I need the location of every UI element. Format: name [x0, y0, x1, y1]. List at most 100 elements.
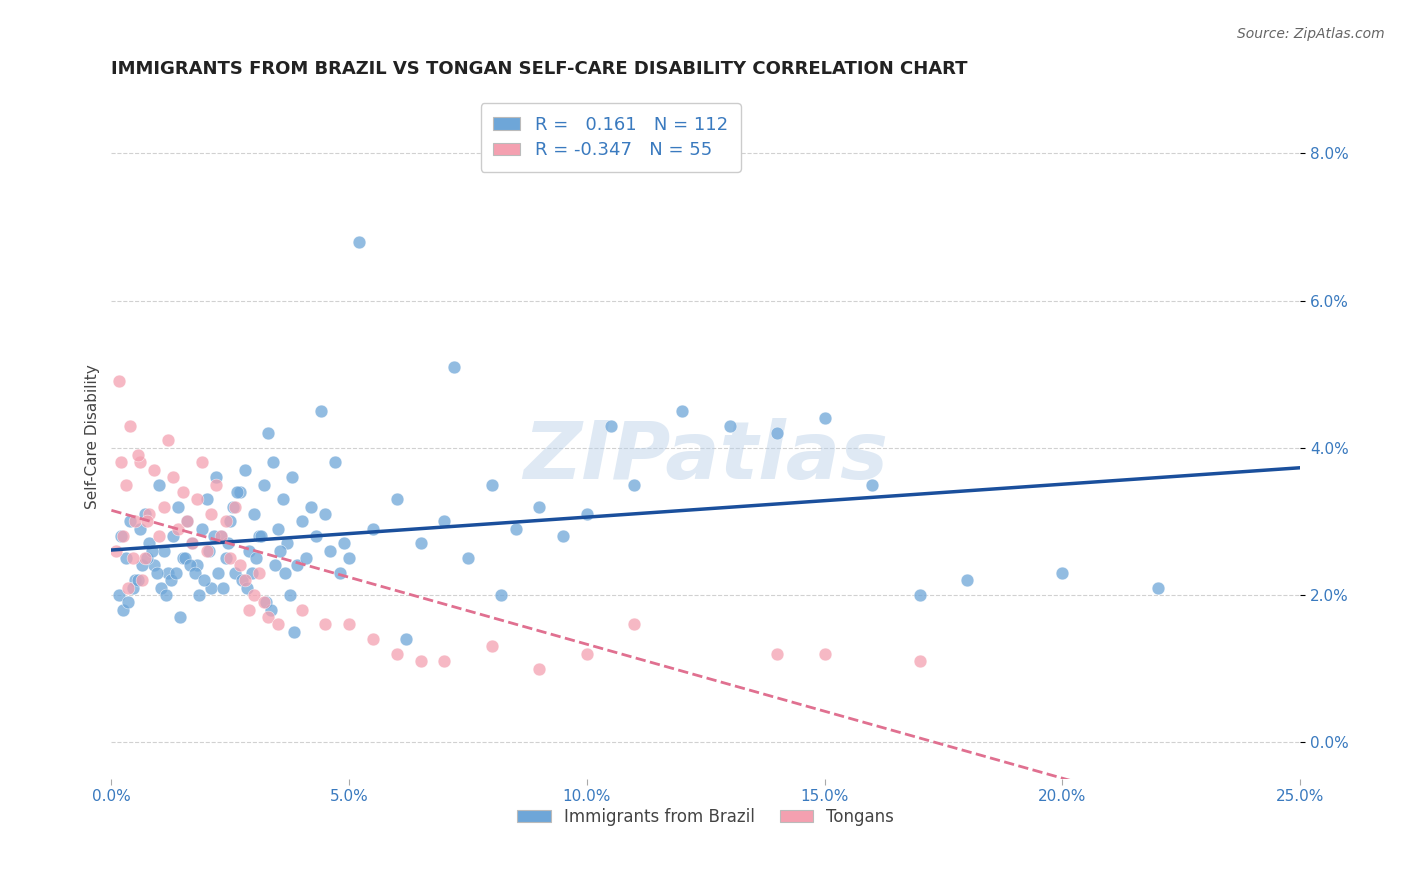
Point	[908, 654, 931, 668]
Point	[323, 455, 346, 469]
Point	[443, 359, 465, 374]
Point	[121, 581, 143, 595]
Point	[529, 500, 551, 514]
Point	[329, 566, 352, 580]
Point	[276, 536, 298, 550]
Point	[260, 602, 283, 616]
Point	[575, 647, 598, 661]
Point	[143, 463, 166, 477]
Point	[409, 654, 432, 668]
Point	[219, 514, 242, 528]
Point	[267, 522, 290, 536]
Point	[181, 536, 204, 550]
Point	[385, 647, 408, 661]
Point	[124, 573, 146, 587]
Point	[110, 529, 132, 543]
Point	[117, 581, 139, 595]
Point	[395, 632, 418, 646]
Point	[908, 588, 931, 602]
Point	[157, 434, 180, 448]
Point	[224, 500, 246, 514]
Point	[169, 610, 191, 624]
Point	[262, 455, 284, 469]
Point	[295, 551, 318, 566]
Point	[229, 558, 252, 573]
Point	[152, 500, 174, 514]
Point	[240, 566, 263, 580]
Point	[155, 588, 177, 602]
Point	[138, 536, 160, 550]
Point	[209, 529, 232, 543]
Point	[217, 536, 239, 550]
Point	[814, 411, 837, 425]
Point	[238, 602, 260, 616]
Point	[291, 602, 314, 616]
Point	[190, 455, 212, 469]
Point	[162, 470, 184, 484]
Point	[309, 404, 332, 418]
Point	[274, 566, 297, 580]
Point	[200, 507, 222, 521]
Point	[314, 617, 336, 632]
Point	[167, 500, 190, 514]
Point	[186, 492, 208, 507]
Point	[181, 536, 204, 550]
Point	[138, 507, 160, 521]
Point	[231, 573, 253, 587]
Point	[254, 595, 277, 609]
Point	[529, 661, 551, 675]
Point	[129, 522, 152, 536]
Point	[250, 529, 273, 543]
Point	[575, 507, 598, 521]
Point	[120, 514, 142, 528]
Point	[671, 404, 693, 418]
Point	[121, 551, 143, 566]
Point	[269, 543, 291, 558]
Point	[143, 558, 166, 573]
Point	[221, 500, 243, 514]
Text: ZIPatlas: ZIPatlas	[523, 418, 889, 496]
Point	[599, 418, 621, 433]
Text: Source: ZipAtlas.com: Source: ZipAtlas.com	[1237, 27, 1385, 41]
Point	[179, 558, 201, 573]
Point	[257, 610, 280, 624]
Point	[172, 551, 194, 566]
Point	[1146, 581, 1168, 595]
Point	[190, 522, 212, 536]
Point	[283, 624, 305, 639]
Point	[127, 448, 149, 462]
Y-axis label: Self-Care Disability: Self-Care Disability	[86, 364, 100, 509]
Point	[195, 492, 218, 507]
Point	[267, 617, 290, 632]
Point	[226, 484, 249, 499]
Point	[252, 477, 274, 491]
Point	[148, 529, 170, 543]
Point	[160, 573, 183, 587]
Point	[337, 617, 360, 632]
Point	[264, 558, 287, 573]
Point	[860, 477, 883, 491]
Point	[167, 522, 190, 536]
Point	[117, 595, 139, 609]
Point	[200, 581, 222, 595]
Point	[385, 492, 408, 507]
Point	[148, 477, 170, 491]
Point	[110, 455, 132, 469]
Point	[1052, 566, 1074, 580]
Text: IMMIGRANTS FROM BRAZIL VS TONGAN SELF-CARE DISABILITY CORRELATION CHART: IMMIGRANTS FROM BRAZIL VS TONGAN SELF-CA…	[111, 60, 967, 78]
Point	[157, 566, 180, 580]
Point	[131, 573, 153, 587]
Point	[209, 529, 232, 543]
Point	[150, 581, 173, 595]
Point	[224, 566, 246, 580]
Point	[145, 566, 167, 580]
Point	[107, 375, 129, 389]
Point	[134, 507, 156, 521]
Point	[114, 551, 136, 566]
Point	[124, 514, 146, 528]
Point	[505, 522, 527, 536]
Point	[285, 558, 308, 573]
Point	[243, 588, 266, 602]
Point	[409, 536, 432, 550]
Point	[337, 551, 360, 566]
